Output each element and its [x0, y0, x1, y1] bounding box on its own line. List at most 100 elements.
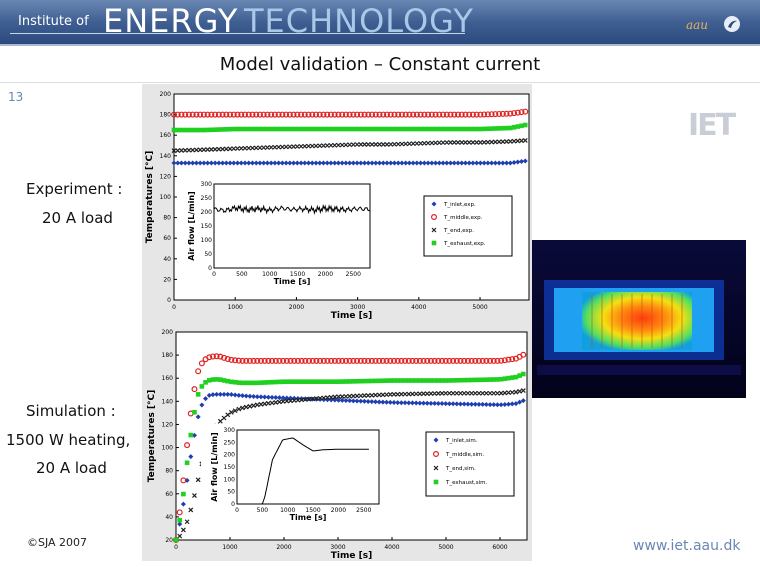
simulation-point	[506, 375, 511, 381]
simulation-legend-marker	[433, 479, 439, 485]
experiment-point	[410, 126, 416, 132]
experiment-y-tick-label: 40	[163, 256, 171, 263]
experiment-point	[268, 126, 274, 132]
footer-url[interactable]: www.iet.aau.dk	[633, 538, 741, 554]
simulation-point	[391, 391, 397, 397]
experiment-point	[256, 111, 263, 118]
experiment-point	[261, 160, 267, 166]
simulation-point	[406, 378, 412, 383]
experiment-point	[205, 160, 211, 166]
experiment-point	[257, 145, 263, 151]
experiment-x-tick-label: 0	[172, 304, 176, 311]
simulation-point	[439, 401, 445, 407]
experiment-point	[347, 142, 353, 148]
experiment-point	[522, 137, 528, 143]
simulation-point	[443, 401, 449, 407]
simulation-point	[243, 380, 249, 386]
simulation-point	[520, 388, 526, 393]
simulation-point	[284, 395, 290, 401]
simulation-inset-x-tick-label: 1500	[305, 507, 320, 514]
experiment-point	[339, 126, 345, 132]
experiment-point	[522, 122, 528, 128]
simulation-point	[313, 357, 320, 364]
banner-underline	[10, 33, 465, 34]
simulation-point	[354, 393, 360, 399]
simulation-point	[199, 402, 205, 408]
experiment-point	[470, 126, 476, 132]
experiment-point	[418, 140, 424, 146]
simulation-point	[373, 399, 379, 405]
experiment-point	[185, 111, 192, 118]
simulation-point	[413, 391, 419, 397]
simulation-point	[513, 401, 519, 407]
experiment-point	[496, 126, 502, 131]
experiment-point	[451, 126, 457, 132]
slide-title: Model validation – Constant current	[219, 54, 541, 75]
experiment-point	[238, 145, 244, 151]
experiment-point	[410, 160, 416, 166]
simulation-point	[406, 400, 412, 406]
experiment-point	[481, 139, 487, 145]
experiment-point	[276, 160, 282, 166]
experiment-point	[384, 160, 390, 166]
experiment-point	[369, 142, 375, 147]
experiment-y-tick-label: 120	[160, 173, 172, 180]
experiment-point	[245, 111, 252, 118]
simulation-point	[228, 409, 234, 415]
simulation-point	[240, 393, 246, 399]
experiment-point	[493, 126, 498, 131]
experiment-point	[186, 147, 192, 153]
simulation-point	[417, 378, 423, 383]
simulation-point	[390, 357, 397, 364]
experiment-point	[429, 140, 435, 146]
simulation-point	[328, 394, 334, 400]
banner-energy: ENERGY	[103, 2, 239, 40]
simulation-point	[365, 398, 371, 404]
simulation-point	[298, 357, 305, 364]
experiment-point	[220, 146, 226, 152]
experiment-point	[339, 160, 345, 166]
simulation-point	[180, 501, 186, 507]
simulation-point	[380, 399, 386, 405]
simulation-point	[225, 391, 231, 397]
simulation-point	[173, 537, 180, 544]
experiment-point	[451, 111, 458, 118]
experiment-point	[216, 146, 222, 152]
experiment-point	[481, 160, 487, 166]
experiment-point	[474, 139, 480, 145]
simulation-series-inlet	[173, 391, 526, 543]
experiment-point	[448, 160, 454, 166]
experiment-point	[455, 126, 461, 132]
simulation-point	[513, 389, 519, 395]
simulation-point	[177, 517, 182, 523]
simulation-point	[284, 379, 290, 384]
experiment-point	[358, 142, 364, 147]
experiment-point	[436, 160, 442, 166]
experiment-point	[369, 126, 375, 132]
experiment-legend-marker	[431, 214, 438, 221]
simulation-point	[494, 357, 501, 364]
experiment-point	[253, 145, 259, 151]
simulation-point	[372, 357, 379, 364]
simulation-point	[439, 378, 445, 383]
experiment-point	[470, 139, 476, 145]
experiment-point	[276, 144, 282, 150]
experiment-point	[365, 142, 371, 147]
experiment-point	[425, 126, 431, 132]
simulation-point	[443, 378, 449, 383]
simulation-point	[210, 392, 216, 398]
experiment-point	[324, 126, 330, 132]
experiment-point	[294, 144, 300, 149]
experiment-point	[324, 111, 331, 118]
simulation-y-axis-label: Temperatures [°C]	[147, 390, 157, 483]
simulation-point	[458, 377, 463, 383]
simulation-point	[250, 357, 257, 364]
simulation-point	[288, 379, 293, 384]
simulation-point	[221, 354, 228, 361]
simulation-point	[173, 537, 179, 543]
experiment-point	[519, 123, 524, 129]
simulation-point	[350, 357, 357, 364]
experiment-point	[275, 111, 282, 118]
simulation-point	[213, 353, 220, 360]
simulation-point	[472, 401, 478, 407]
